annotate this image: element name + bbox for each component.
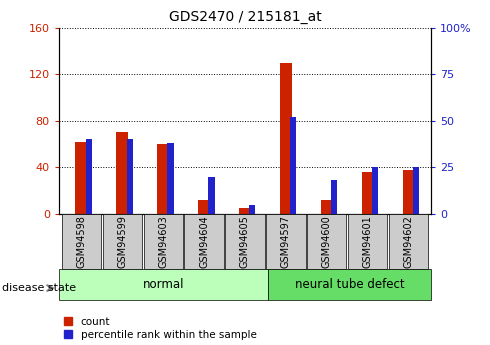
Bar bbox=[331, 180, 337, 214]
FancyBboxPatch shape bbox=[144, 214, 183, 269]
Bar bbox=[116, 132, 128, 214]
FancyBboxPatch shape bbox=[225, 214, 265, 269]
FancyBboxPatch shape bbox=[102, 214, 142, 269]
Bar bbox=[75, 142, 87, 214]
Text: GSM94600: GSM94600 bbox=[322, 215, 332, 268]
Text: GSM94602: GSM94602 bbox=[404, 215, 414, 268]
FancyBboxPatch shape bbox=[307, 214, 346, 269]
Legend: count, percentile rank within the sample: count, percentile rank within the sample bbox=[64, 317, 257, 340]
Bar bbox=[208, 177, 215, 214]
Bar bbox=[126, 139, 133, 214]
FancyBboxPatch shape bbox=[59, 269, 268, 300]
FancyBboxPatch shape bbox=[268, 269, 431, 300]
Bar bbox=[249, 205, 255, 214]
Bar bbox=[413, 167, 419, 214]
Text: GSM94603: GSM94603 bbox=[158, 215, 168, 268]
Text: disease state: disease state bbox=[2, 283, 76, 293]
Bar bbox=[280, 62, 292, 214]
Bar bbox=[86, 139, 92, 214]
FancyBboxPatch shape bbox=[389, 214, 428, 269]
Text: GSM94597: GSM94597 bbox=[281, 215, 291, 268]
Bar bbox=[403, 170, 415, 214]
Bar bbox=[372, 167, 378, 214]
Bar bbox=[321, 200, 333, 214]
Text: neural tube defect: neural tube defect bbox=[294, 278, 404, 291]
Bar bbox=[198, 200, 210, 214]
FancyBboxPatch shape bbox=[348, 214, 388, 269]
Text: GSM94604: GSM94604 bbox=[199, 215, 209, 268]
Bar bbox=[168, 143, 173, 214]
Title: GDS2470 / 215181_at: GDS2470 / 215181_at bbox=[169, 10, 321, 24]
FancyBboxPatch shape bbox=[62, 214, 101, 269]
Text: GSM94605: GSM94605 bbox=[240, 215, 250, 268]
Text: GSM94598: GSM94598 bbox=[76, 215, 86, 268]
FancyBboxPatch shape bbox=[184, 214, 224, 269]
Text: normal: normal bbox=[143, 278, 184, 291]
Bar bbox=[362, 172, 374, 214]
FancyBboxPatch shape bbox=[266, 214, 306, 269]
Bar bbox=[157, 144, 169, 214]
Bar bbox=[239, 208, 251, 214]
Text: GSM94599: GSM94599 bbox=[117, 215, 127, 268]
Bar bbox=[290, 117, 296, 214]
Text: GSM94601: GSM94601 bbox=[363, 215, 373, 268]
